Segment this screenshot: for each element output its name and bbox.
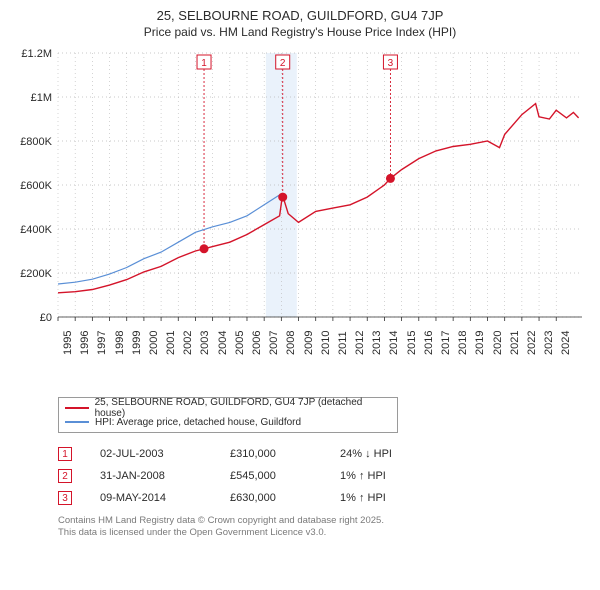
x-tick-label: 2004: [217, 331, 229, 355]
x-tick-label: 2001: [165, 331, 177, 355]
x-tick-label: 2022: [526, 331, 538, 355]
marker-row: 3 09-MAY-2014 £630,000 1% ↑ HPI: [58, 487, 588, 509]
marker-badge: 1: [58, 447, 72, 461]
legend-label: HPI: Average price, detached house, Guil…: [95, 417, 301, 428]
x-tick-label: 2003: [199, 331, 211, 355]
svg-text:£400K: £400K: [20, 224, 52, 236]
x-tick-label: 2006: [251, 331, 263, 355]
x-axis-ticks: 1995 1996 1997 1998 1999 2000 2001 2002 2003 2004…: [12, 325, 588, 365]
marker-pct: 24% ↓ HPI: [340, 448, 440, 460]
x-tick-label: 2010: [320, 331, 332, 355]
marker-price: £310,000: [230, 448, 340, 460]
svg-text:£1M: £1M: [31, 92, 52, 104]
svg-text:2: 2: [280, 58, 286, 69]
title-line-1: 25, SELBOURNE ROAD, GUILDFORD, GU4 7JP: [12, 8, 588, 23]
x-tick-label: 1999: [131, 331, 143, 355]
marker-price: £545,000: [230, 470, 340, 482]
x-tick-label: 1996: [79, 331, 91, 355]
marker-row: 1 02-JUL-2003 £310,000 24% ↓ HPI: [58, 443, 588, 465]
x-tick-label: 2017: [440, 331, 452, 355]
x-tick-label: 2002: [182, 331, 194, 355]
footnote: Contains HM Land Registry data © Crown c…: [58, 515, 588, 540]
x-tick-label: 2000: [148, 331, 160, 355]
marker-pct: 1% ↑ HPI: [340, 492, 440, 504]
marker-date: 02-JUL-2003: [100, 448, 230, 460]
marker-date: 09-MAY-2014: [100, 492, 230, 504]
svg-text:£0: £0: [40, 312, 52, 324]
footnote-line: This data is licensed under the Open Gov…: [58, 527, 588, 539]
footnote-line: Contains HM Land Registry data © Crown c…: [58, 515, 588, 527]
x-tick-label: 1997: [96, 331, 108, 355]
x-tick-label: 2019: [474, 331, 486, 355]
x-tick-label: 2009: [303, 331, 315, 355]
legend: 25, SELBOURNE ROAD, GUILDFORD, GU4 7JP (…: [58, 397, 398, 433]
legend-swatch: [65, 421, 89, 423]
marker-badge: 3: [58, 491, 72, 505]
marker-badge: 2: [58, 469, 72, 483]
svg-text:£600K: £600K: [20, 180, 52, 192]
marker-price: £630,000: [230, 492, 340, 504]
marker-pct: 1% ↑ HPI: [340, 470, 440, 482]
x-tick-label: 2007: [268, 331, 280, 355]
markers-table: 1 02-JUL-2003 £310,000 24% ↓ HPI 2 31-JA…: [58, 443, 588, 509]
svg-text:3: 3: [388, 58, 394, 69]
x-tick-label: 2005: [234, 331, 246, 355]
x-tick-label: 2016: [423, 331, 435, 355]
title-block: 25, SELBOURNE ROAD, GUILDFORD, GU4 7JP P…: [12, 8, 588, 39]
x-tick-label: 2011: [337, 331, 349, 355]
x-tick-label: 2015: [406, 331, 418, 355]
chart-container: 25, SELBOURNE ROAD, GUILDFORD, GU4 7JP P…: [0, 0, 600, 590]
x-tick-label: 2013: [371, 331, 383, 355]
title-line-2: Price paid vs. HM Land Registry's House …: [12, 25, 588, 39]
x-tick-label: 2012: [354, 331, 366, 355]
legend-item: 25, SELBOURNE ROAD, GUILDFORD, GU4 7JP (…: [65, 401, 391, 415]
x-tick-label: 2008: [285, 331, 297, 355]
svg-text:£200K: £200K: [20, 268, 52, 280]
x-tick-label: 1998: [114, 331, 126, 355]
x-tick-label: 1995: [62, 331, 74, 355]
x-tick-label: 2014: [388, 331, 400, 355]
legend-swatch: [65, 407, 89, 409]
x-tick-label: 2020: [492, 331, 504, 355]
marker-row: 2 31-JAN-2008 £545,000 1% ↑ HPI: [58, 465, 588, 487]
x-tick-label: 2023: [543, 331, 555, 355]
svg-text:£800K: £800K: [20, 136, 52, 148]
x-tick-label: 2018: [457, 331, 469, 355]
chart-area: £0£200K£400K£600K£800K£1M£1.2M123 199519…: [12, 47, 588, 387]
svg-text:1: 1: [201, 58, 207, 69]
svg-text:£1.2M: £1.2M: [21, 48, 52, 60]
x-tick-label: 2024: [560, 331, 572, 355]
x-tick-label: 2021: [509, 331, 521, 355]
marker-date: 31-JAN-2008: [100, 470, 230, 482]
